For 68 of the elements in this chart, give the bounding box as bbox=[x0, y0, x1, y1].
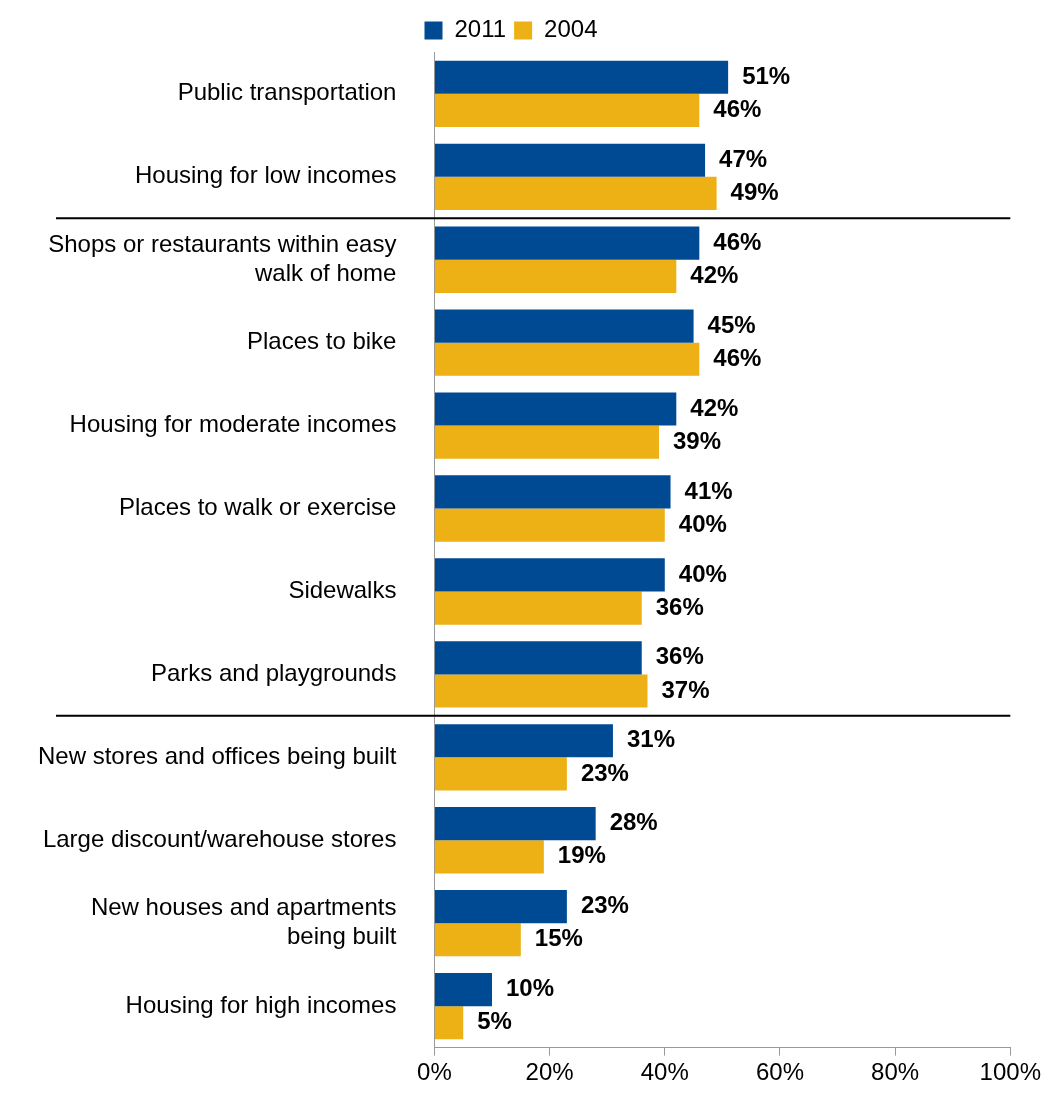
data-label: 40% bbox=[678, 559, 727, 587]
x-tick-label: 60% bbox=[755, 1057, 804, 1085]
data-label: 28% bbox=[609, 808, 658, 836]
x-tick-label: 0% bbox=[417, 1057, 452, 1085]
y-tick-label: Shops or restaurants within easy walk of home bbox=[48, 229, 397, 286]
y-tick-label: Housing for moderate incomes bbox=[69, 410, 397, 438]
data-label: 40% bbox=[678, 509, 727, 537]
data-label: 37% bbox=[661, 675, 710, 703]
bar bbox=[434, 1006, 464, 1040]
legend-label: 2011 bbox=[454, 15, 507, 43]
bar bbox=[434, 226, 700, 260]
data-label: 19% bbox=[557, 841, 606, 869]
data-label: 23% bbox=[580, 891, 629, 919]
data-label: 41% bbox=[684, 476, 733, 504]
bar bbox=[434, 591, 642, 625]
data-label: 31% bbox=[626, 725, 675, 753]
bar bbox=[434, 972, 493, 1007]
bar bbox=[434, 392, 677, 426]
y-tick-label: Sidewalks bbox=[288, 576, 397, 604]
data-label: 47% bbox=[719, 144, 768, 172]
bar bbox=[434, 309, 694, 343]
data-label: 23% bbox=[580, 758, 629, 786]
data-label: 36% bbox=[655, 592, 704, 620]
y-tick-label: Parks and playgrounds bbox=[150, 659, 397, 687]
bar bbox=[434, 674, 648, 708]
data-label: 46% bbox=[713, 227, 762, 255]
data-label: 45% bbox=[707, 310, 756, 338]
bar bbox=[434, 807, 596, 841]
bar bbox=[434, 475, 671, 509]
data-label: 5% bbox=[477, 1007, 512, 1035]
data-label: 42% bbox=[690, 393, 739, 421]
bar bbox=[434, 508, 665, 542]
bar bbox=[434, 342, 700, 376]
legend-label: 2004 bbox=[544, 15, 598, 43]
bar bbox=[434, 724, 613, 758]
y-tick-label: New houses and apartments being built bbox=[90, 893, 397, 950]
bar bbox=[434, 259, 677, 293]
y-tick-label: Places to walk or exercise bbox=[118, 493, 397, 521]
x-tick-label: 40% bbox=[640, 1057, 689, 1085]
data-label: 15% bbox=[534, 924, 583, 952]
bar bbox=[434, 425, 660, 459]
bar bbox=[434, 60, 729, 94]
data-label: 39% bbox=[673, 426, 722, 454]
y-tick-label: Places to bike bbox=[247, 327, 397, 355]
data-label: 49% bbox=[730, 178, 779, 206]
y-tick-label: Housing for high incomes bbox=[125, 990, 397, 1018]
y-tick-label: Housing for low incomes bbox=[134, 161, 397, 189]
bar bbox=[434, 840, 544, 874]
bar bbox=[434, 93, 700, 128]
x-tick-label: 100% bbox=[979, 1057, 1041, 1085]
data-label: 46% bbox=[713, 95, 762, 123]
x-tick-label: 20% bbox=[525, 1057, 574, 1085]
bar bbox=[434, 558, 665, 592]
bar bbox=[434, 757, 567, 791]
bar bbox=[434, 890, 567, 924]
bar bbox=[434, 641, 642, 675]
data-label: 51% bbox=[742, 61, 791, 89]
bar bbox=[434, 923, 521, 957]
data-label: 10% bbox=[506, 974, 555, 1002]
bar bbox=[434, 176, 717, 210]
data-label: 42% bbox=[690, 260, 739, 288]
y-tick-label: Large discount/warehouse stores bbox=[42, 824, 397, 852]
y-tick-label: Public transportation bbox=[177, 78, 397, 106]
x-tick-label: 80% bbox=[871, 1057, 920, 1085]
data-label: 46% bbox=[713, 343, 762, 371]
y-tick-label: New stores and offices being built bbox=[37, 741, 397, 769]
bar bbox=[434, 143, 706, 177]
data-label: 36% bbox=[655, 642, 704, 670]
